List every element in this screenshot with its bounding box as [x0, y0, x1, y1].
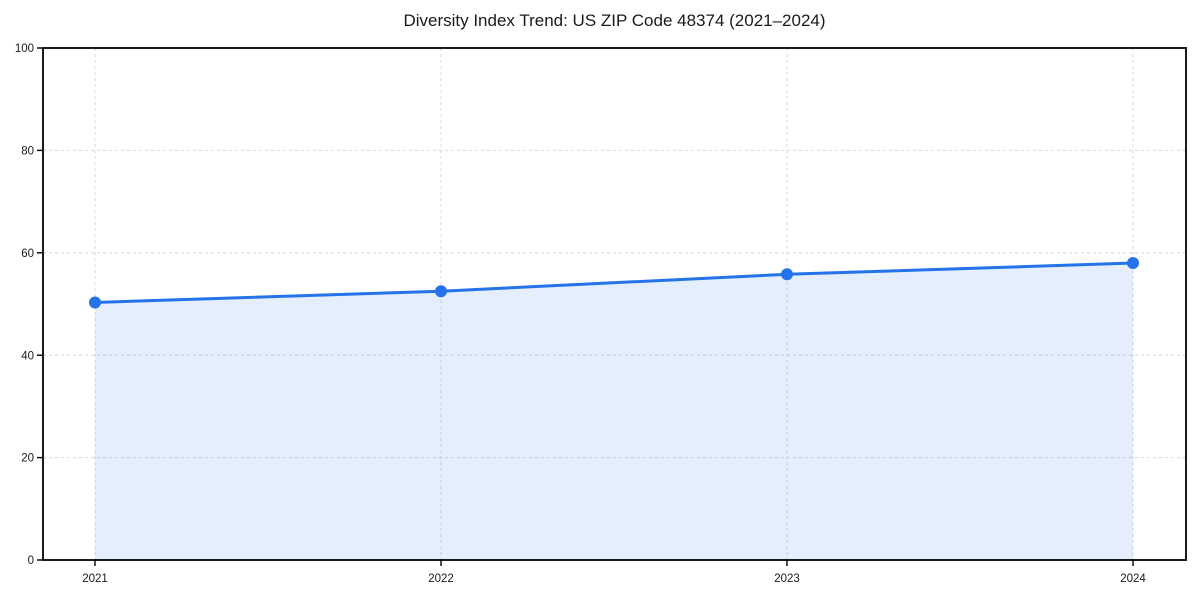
x-tick-label: 2024 — [1120, 573, 1146, 585]
area-fill — [95, 263, 1133, 560]
plot-border — [42, 47, 1187, 561]
data-point — [435, 285, 447, 298]
data-point — [89, 296, 101, 309]
y-tick-label: 80 — [21, 146, 34, 158]
x-tick-label: 2023 — [774, 573, 800, 585]
trend-line — [93, 261, 1135, 304]
y-tick-label: 100 — [15, 43, 34, 55]
y-tick-label: 0 — [28, 555, 34, 567]
x-tick-label: 2021 — [82, 573, 108, 585]
y-tick-label: 60 — [21, 248, 34, 260]
x-tick-label: 2022 — [428, 573, 454, 585]
data-point — [1127, 257, 1139, 270]
y-tick-label: 40 — [21, 350, 34, 362]
data-point — [781, 268, 793, 281]
y-tick-label: 20 — [21, 453, 34, 465]
chart-title: Diversity Index Trend: US ZIP Code 48374… — [403, 11, 826, 30]
